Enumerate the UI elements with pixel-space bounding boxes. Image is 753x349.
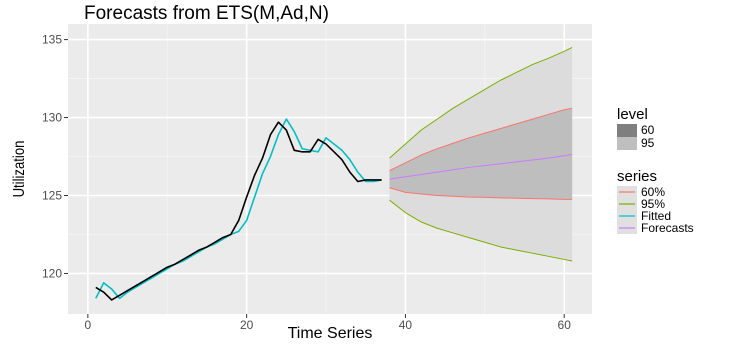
series-60-lower: [389, 187, 573, 200]
legend-label-series: 60%: [641, 185, 665, 199]
series-observed: [95, 121, 382, 301]
x-tick-label: 60: [558, 318, 572, 332]
legend-label-level: 95: [641, 136, 655, 150]
legend-title-level: level: [617, 106, 648, 123]
series-lines: [95, 46, 573, 301]
x-tick-label: 0: [85, 318, 92, 332]
legend-swatch-level: [617, 124, 637, 137]
legend-label-level: 60: [641, 123, 655, 137]
prediction-bands: [389, 47, 573, 261]
series-95-upper: [389, 46, 573, 159]
legend-label-series: Fitted: [641, 209, 671, 223]
legend-label-series: Forecasts: [641, 221, 694, 235]
y-tick-label: 120: [42, 266, 62, 280]
series-95-lower: [389, 199, 573, 262]
series-60-upper: [389, 107, 573, 172]
chart-title: Forecasts from ETS(M,Ad,N): [84, 3, 329, 24]
x-tick-label: 20: [240, 318, 254, 332]
x-axis-ticks: 0 20 40 60: [85, 314, 572, 332]
y-axis-title: Utilization: [11, 141, 28, 198]
legend-title-series: series: [617, 168, 657, 185]
x-tick-label: 40: [399, 318, 413, 332]
series-fitted: [95, 118, 382, 300]
y-axis-ticks: 120 125 130 135: [42, 33, 68, 280]
legend-label-series: 95%: [641, 197, 665, 211]
legend-swatch-level: [617, 137, 637, 150]
series-forecasts: [389, 153, 573, 180]
y-tick-label: 135: [42, 33, 62, 47]
x-axis-title: Time Series: [288, 325, 373, 342]
band-60: [389, 108, 573, 200]
y-tick-label: 130: [42, 111, 62, 125]
y-tick-label: 125: [42, 189, 62, 203]
